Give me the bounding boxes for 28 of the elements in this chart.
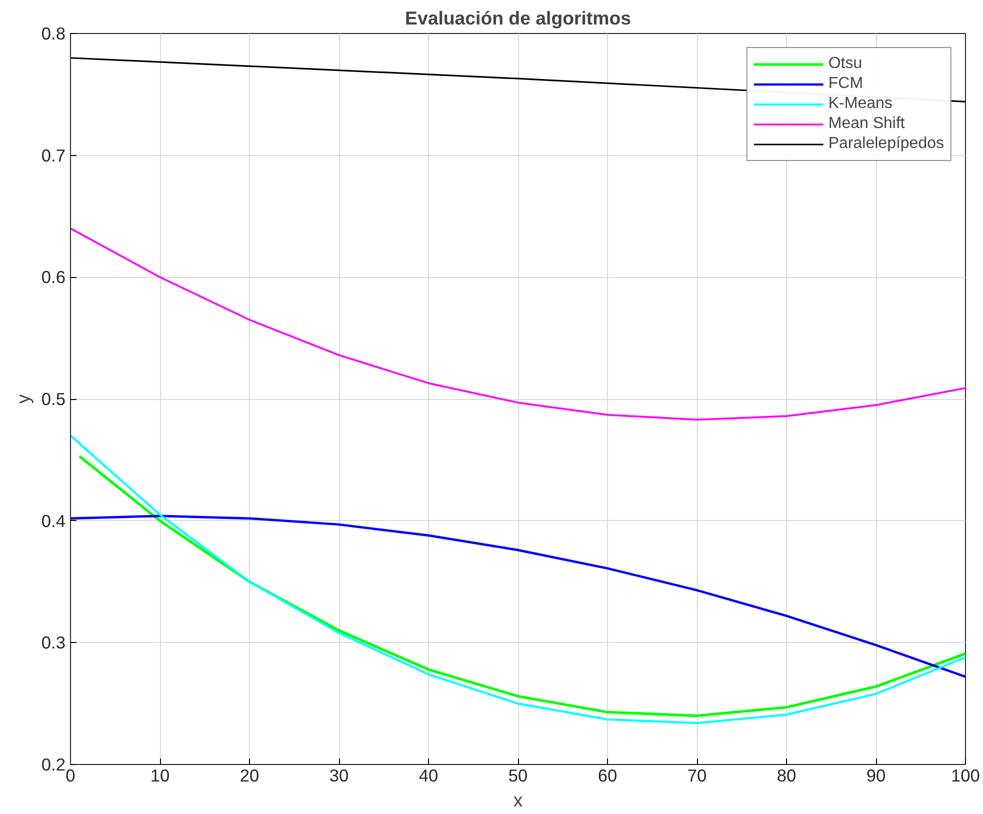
y-tick-label: 0.8 xyxy=(41,24,66,44)
y-axis-title: y xyxy=(12,394,34,404)
y-tick-label: 0.5 xyxy=(41,389,66,409)
x-tick-label: 0 xyxy=(66,766,76,786)
x-tick-label: 40 xyxy=(418,766,438,786)
x-tick-label: 10 xyxy=(150,766,170,786)
x-tick-label: 90 xyxy=(866,766,886,786)
legend-label: Paralelepípedos xyxy=(828,135,944,153)
y-tick-label: 0.4 xyxy=(41,510,66,531)
x-tick-label: 70 xyxy=(687,766,707,786)
x-tick-label: 80 xyxy=(776,766,796,786)
x-tick-label: 20 xyxy=(240,766,260,786)
x-axis-title: x xyxy=(513,790,524,810)
y-tick-label: 0.3 xyxy=(41,632,66,653)
x-tick-label: 60 xyxy=(598,766,618,786)
legend-label: Otsu xyxy=(828,55,862,73)
x-tick-label: 30 xyxy=(329,766,349,786)
y-tick-label: 0.2 xyxy=(41,754,66,774)
legend-label: Mean Shift xyxy=(828,115,905,133)
legend-label: K-Means xyxy=(828,95,892,113)
legend-label: FCM xyxy=(828,75,864,93)
chart-title: Evaluación de algoritmos xyxy=(404,8,632,28)
y-tick-label: 0.6 xyxy=(41,267,66,288)
y-tick-label: 0.7 xyxy=(41,145,66,166)
line-series xyxy=(70,228,966,421)
x-tick-label: 100 xyxy=(951,766,980,786)
x-tick-label: 50 xyxy=(508,766,528,786)
line-series xyxy=(70,514,966,678)
